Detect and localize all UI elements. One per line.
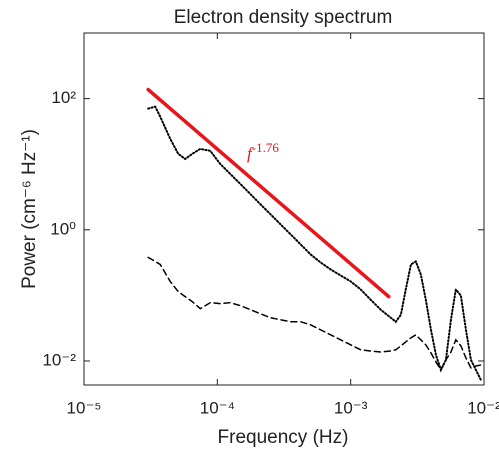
x-tick-label: 10⁻²: [467, 398, 499, 417]
series-line: [147, 256, 482, 372]
x-axis-label: Frequency (Hz): [218, 427, 349, 448]
y-tick-label: 10⁻²: [42, 350, 76, 369]
series-line: [147, 105, 482, 382]
annotation-exponent: -1.76: [252, 140, 280, 155]
y-axis-label: Power (cm⁻⁶ Hz⁻¹): [19, 129, 40, 289]
x-tick-label: 10⁻⁴: [200, 398, 235, 417]
x-tick-label: 10⁻⁵: [67, 398, 102, 417]
plot-frame: [83, 32, 485, 386]
series-line: [146, 87, 391, 299]
annotation-base: f: [247, 144, 254, 163]
x-tick-label: 10⁻³: [334, 398, 368, 417]
chart-title: Electron density spectrum: [174, 7, 393, 28]
annotation: f-1.76: [247, 140, 279, 163]
y-tick-label: 10²: [51, 88, 76, 107]
y-tick-label: 10⁰: [50, 219, 76, 238]
